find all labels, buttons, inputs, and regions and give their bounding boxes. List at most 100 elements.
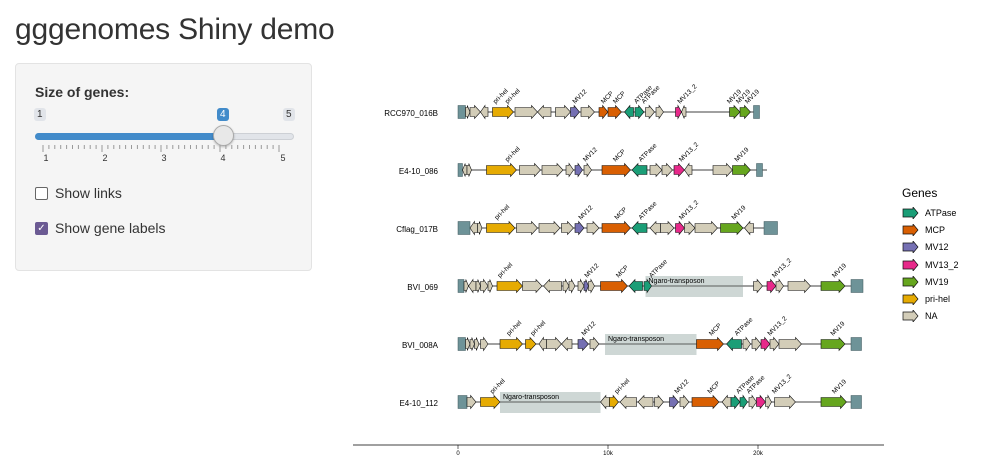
gene-arrow <box>601 220 631 236</box>
legend-label: MCP <box>925 224 945 235</box>
gene-arrow <box>609 394 619 410</box>
gene-arrow <box>486 162 517 178</box>
transposon-label: Ngaro-transposon <box>503 394 559 401</box>
legend-swatch-icon <box>902 206 919 219</box>
gene-arrow <box>600 394 610 410</box>
gene-arrow <box>744 220 754 236</box>
gene-arrow <box>475 279 481 293</box>
gene-arrow <box>541 162 564 178</box>
contig-end-marker <box>457 337 466 351</box>
gene-arrow <box>820 278 846 294</box>
show-links-label: Show links <box>55 185 122 201</box>
gene-arrow <box>820 336 846 352</box>
gene-arrow <box>684 162 693 178</box>
gene-arrow <box>607 104 622 120</box>
gene-label: pri-hel <box>613 377 631 395</box>
gene-label: MV19 <box>831 262 848 279</box>
gene-arrow <box>649 220 661 236</box>
gene-arrow <box>787 278 811 294</box>
gene-label: ATPase <box>733 316 754 337</box>
gene-arrow <box>774 394 796 410</box>
gene-label: MV12 <box>580 320 597 337</box>
gene-label: MV12 <box>571 88 588 105</box>
contig-end-marker <box>850 279 864 293</box>
slider-tick-label: 4 <box>220 153 226 163</box>
gene-arrow <box>589 336 600 352</box>
gene-arrow <box>570 104 580 120</box>
gene-arrow <box>675 220 685 236</box>
gene-label: pri-hel <box>505 319 523 337</box>
gene-label: MV19 <box>733 146 750 163</box>
contig-end-marker <box>457 279 465 293</box>
gene-arrow <box>486 220 516 236</box>
checkbox-unchecked-icon[interactable] <box>35 186 48 200</box>
contig-end-marker <box>457 221 471 235</box>
gene-arrow <box>628 278 643 294</box>
gene-label: MV12 <box>673 378 690 395</box>
gene-arrow <box>684 220 696 236</box>
gene-arrow <box>514 104 538 120</box>
legend-swatch-icon <box>902 310 919 323</box>
slider-tick-label: 2 <box>102 153 108 163</box>
legend-label: NA <box>925 311 938 322</box>
gene-arrow <box>765 394 772 410</box>
gene-arrow <box>562 278 570 294</box>
gene-label: MCP <box>600 90 615 105</box>
legend-swatch-icon <box>902 223 919 236</box>
gene-arrow <box>499 336 523 352</box>
gene-legend: Genes ATPase MCP MV12 MV13_2 MV19 pri-hel NA <box>902 186 959 325</box>
slider-min-label: 1 <box>34 108 46 121</box>
gene-arrow <box>586 220 600 236</box>
gene-arrow <box>739 104 751 120</box>
gene-arrow <box>742 336 751 352</box>
gene-label: MV13_2 <box>771 257 793 279</box>
gene-arrow <box>739 394 748 410</box>
gene-arrow <box>694 220 718 236</box>
contig-end-marker <box>756 163 763 177</box>
gene-arrow <box>474 337 480 351</box>
gene-arrow <box>631 162 648 178</box>
gene-arrow <box>561 336 573 352</box>
x-tick-label: 10k <box>603 451 614 457</box>
gene-arrow <box>624 104 634 120</box>
gene-arrow <box>469 104 481 120</box>
gene-label: MV12 <box>582 146 599 163</box>
slider-max-label: 5 <box>283 108 295 121</box>
gene-arrow <box>480 104 489 120</box>
gene-arrow <box>555 104 571 120</box>
legend-item: MCP <box>902 221 959 238</box>
genome-label: BVI_069 <box>407 283 438 292</box>
gene-label: MCP <box>612 148 627 163</box>
legend-label: pri-hel <box>925 294 951 305</box>
show-gene-labels-label: Show gene labels <box>55 220 166 236</box>
gene-arrow <box>732 162 751 178</box>
checkbox-checked-icon[interactable]: ✓ <box>35 221 48 235</box>
gene-arrow <box>766 278 777 294</box>
gene-arrow <box>480 394 501 410</box>
legend-item: MV13_2 <box>902 256 959 273</box>
gene-arrow <box>463 279 469 293</box>
slider-handle[interactable] <box>213 125 234 146</box>
slider-bar <box>35 133 224 140</box>
gene-arrow <box>462 163 468 177</box>
gene-arrow <box>469 337 475 351</box>
gene-label: MV13_2 <box>678 141 700 163</box>
show-gene-labels-checkbox[interactable]: ✓ Show gene labels <box>35 220 166 236</box>
gene-label: MCP <box>612 90 627 105</box>
slider-tick-label: 1 <box>43 153 49 163</box>
gene-arrow <box>601 162 631 178</box>
gene-arrow <box>655 104 664 120</box>
page-title: gggenomes Shiny demo <box>15 13 335 46</box>
legend-item: NA <box>902 308 959 325</box>
show-links-checkbox[interactable]: Show links <box>35 185 122 201</box>
transposon-region <box>645 276 743 297</box>
contig-end-marker <box>850 395 862 409</box>
gene-arrow <box>466 394 477 410</box>
transposon-region <box>500 392 601 413</box>
gene-arrow <box>538 336 547 352</box>
gene-arrow <box>649 162 663 178</box>
gene-arrow <box>712 162 733 178</box>
legend-item: MV19 <box>902 273 959 290</box>
gene-arrow <box>465 105 471 119</box>
